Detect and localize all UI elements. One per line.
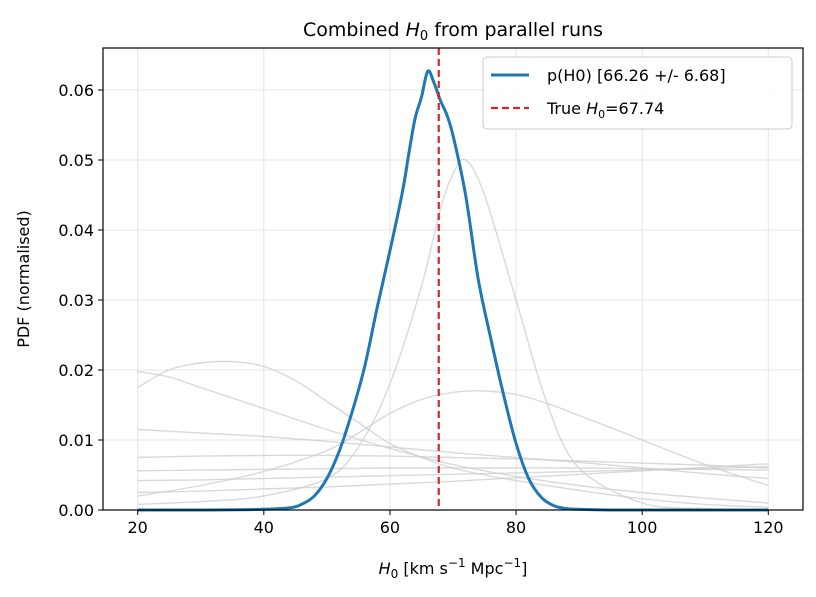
x-tick-label: 40	[254, 518, 274, 537]
run-curve-5	[137, 467, 769, 472]
x-axis-ticks: 20 40 60 80 100 120	[128, 510, 784, 537]
plot-frame	[102, 47, 804, 511]
y-tick-label: 0.02	[58, 361, 94, 380]
legend-box	[482, 56, 793, 130]
y-tick-label: 0.04	[58, 221, 94, 240]
y-axis-ticks: 0.00 0.01 0.02 0.03 0.04 0.05 0.06	[58, 81, 103, 520]
y-tick-label: 0.00	[58, 501, 94, 520]
run-curve-8	[137, 390, 769, 497]
x-tick-label: 80	[506, 518, 526, 537]
combined-curve-group	[137, 69, 769, 512]
run-curve-9	[137, 158, 769, 511]
run-curves	[137, 158, 769, 511]
combined-curve	[137, 69, 769, 512]
y-tick-label: 0.01	[58, 431, 94, 450]
grid	[103, 48, 803, 511]
y-tick-label: 0.05	[58, 151, 94, 170]
legend-label-combined: p(H0) [66.26 +/- 6.68]	[547, 66, 726, 85]
y-tick-label: 0.03	[58, 291, 94, 310]
x-axis-label: H0 [km s−1 Mpc−1]	[379, 556, 528, 581]
run-curve-7	[137, 463, 769, 494]
legend: p(H0) [66.26 +/- 6.68] True H0=67.74	[482, 56, 793, 130]
x-tick-label: 20	[128, 518, 148, 537]
run-curve-1	[137, 360, 769, 508]
x-tick-label: 120	[753, 518, 784, 537]
x-tick-label: 60	[380, 518, 400, 537]
legend-label-truth: True H0=67.74	[546, 99, 664, 121]
x-tick-label: 100	[627, 518, 658, 537]
y-axis-label: PDF (normalised)	[14, 210, 33, 348]
run-curve-2	[137, 370, 769, 504]
run-curve-4	[137, 454, 769, 469]
chart-title: Combined H0 from parallel runs	[303, 19, 603, 44]
y-tick-label: 0.06	[58, 81, 94, 100]
